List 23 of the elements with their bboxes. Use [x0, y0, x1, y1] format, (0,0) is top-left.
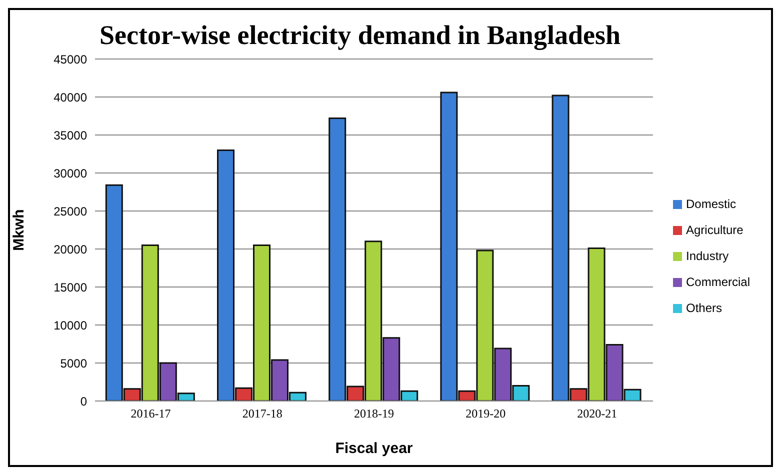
legend-label: Domestic	[686, 197, 736, 211]
y-tick-label: 0	[80, 394, 88, 408]
x-tick-label: 2018-19	[354, 406, 394, 421]
legend-label: Commercial	[686, 275, 750, 289]
y-tick-label: 45000	[54, 52, 88, 66]
y-tick-label: 30000	[54, 166, 88, 180]
x-tick-label: 2020-21	[577, 406, 618, 421]
y-tick-label: 10000	[54, 318, 88, 332]
legend-label: Agriculture	[686, 223, 744, 237]
chart-title: Sector-wise electricity demand in Bangladesh	[98, 20, 622, 51]
x-tick-label: 2019-20	[466, 406, 506, 421]
legend-label: Industry	[686, 249, 729, 263]
x-tick-label: 2017-18	[242, 406, 282, 421]
y-tick-label: 15000	[54, 280, 88, 294]
x-tick-label: 2016-17	[130, 406, 171, 421]
y-tick-label: 25000	[54, 204, 88, 218]
x-axis-title: Fiscal year	[335, 440, 413, 457]
y-tick-label: 20000	[54, 242, 88, 256]
y-axis-title: Mkwh	[10, 209, 28, 251]
y-tick-label: 35000	[54, 128, 88, 142]
y-tick-label: 40000	[54, 90, 88, 104]
y-tick-label: 5000	[60, 356, 88, 370]
legend-label: Others	[686, 301, 722, 315]
